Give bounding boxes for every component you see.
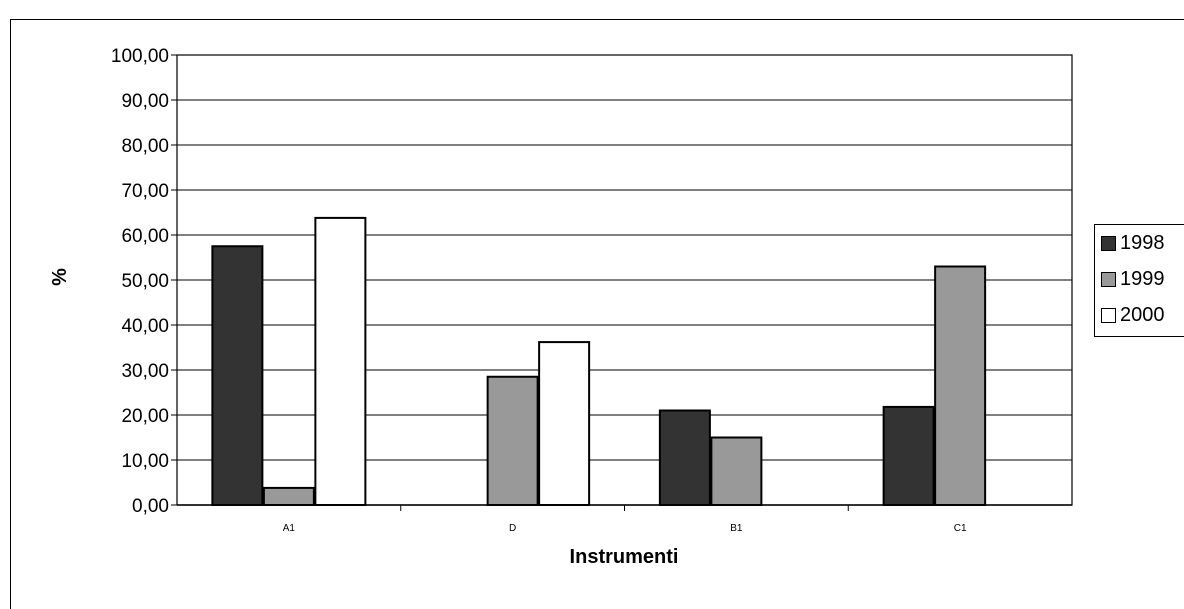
y-tick-label: 20,00	[121, 406, 169, 427]
legend-swatch-1998	[1101, 236, 1116, 251]
y-tick-label: 70,00	[121, 181, 169, 202]
y-axis-title: %	[49, 268, 71, 286]
bar-1999-D	[486, 375, 539, 506]
bar-1998-B1	[658, 409, 711, 506]
bar-1999-B1	[710, 436, 763, 506]
x-axis-title: Instrumenti	[570, 546, 679, 568]
y-tick-label: 90,00	[121, 91, 169, 112]
bar-1998-A1	[211, 245, 264, 506]
legend-label-1998: 1998	[1120, 232, 1165, 254]
y-tick-label: 10,00	[121, 451, 169, 472]
x-tick-label: B1	[730, 523, 743, 534]
y-tick-label: 50,00	[121, 271, 169, 292]
legend: 1998 1999 2000	[1094, 224, 1184, 337]
y-tick-label: 80,00	[121, 136, 169, 157]
x-tick-label: A1	[283, 523, 296, 534]
bar-2000-A1	[314, 216, 367, 506]
y-tick-label: 30,00	[121, 361, 169, 382]
y-tick-label: 100,00	[111, 46, 169, 67]
y-tick-label: 0,00	[132, 496, 169, 517]
legend-label-2000: 2000	[1120, 304, 1165, 326]
y-tick-label: 60,00	[121, 226, 169, 247]
bar-2000-D	[538, 341, 591, 506]
x-tick-labels: A1 D B1 C1	[283, 523, 967, 534]
chart-frame	[10, 19, 1184, 609]
legend-item-2000: 2000	[1101, 304, 1165, 327]
legend-label-1999: 1999	[1120, 268, 1165, 290]
x-tick-label: C1	[954, 523, 967, 534]
axes	[171, 54, 1072, 511]
legend-item-1998: 1998	[1101, 232, 1165, 255]
bar-1998-C1	[882, 405, 935, 506]
bar-1999-C1	[934, 265, 987, 506]
y-tick-labels: 0,00 10,00 20,00 30,00 40,00 50,00 60,00 70,00 8…	[111, 46, 169, 517]
bars	[211, 216, 987, 506]
legend-item-1999: 1999	[1101, 268, 1165, 291]
x-tick-label: D	[509, 523, 516, 534]
y-tick-label: 40,00	[121, 316, 169, 337]
legend-swatch-2000	[1101, 308, 1116, 323]
bar-1999-A1	[262, 486, 315, 506]
legend-swatch-1999	[1101, 272, 1116, 287]
